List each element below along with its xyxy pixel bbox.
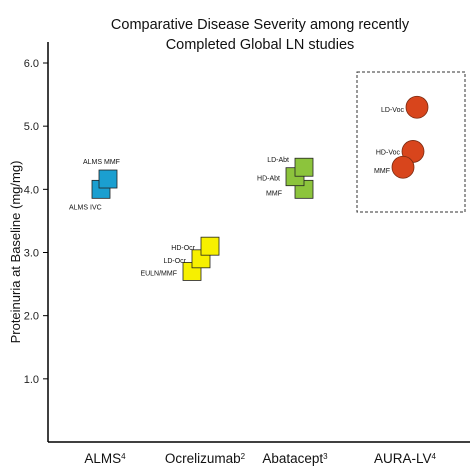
data-point-label: MMF xyxy=(374,168,390,175)
highlight-box xyxy=(356,71,466,213)
category-superscript: 4 xyxy=(432,452,437,461)
y-tick-label: 6.0 xyxy=(24,58,39,70)
y-tick-label: 1.0 xyxy=(24,374,39,386)
x-category-label: Ocrelizumab2 xyxy=(165,451,246,466)
data-point-label: HD-Voc xyxy=(376,149,401,156)
data-point-label: HD-Ocr xyxy=(171,245,195,252)
y-axis-label: Proteinuria at Baseline (mg/mg) xyxy=(8,161,23,344)
chart-title: Comparative Disease Severity among recen… xyxy=(111,17,410,53)
data-point-label: HD-Abt xyxy=(257,176,280,183)
data-point-label: LD-Voc xyxy=(381,107,404,114)
data-point-label: LD-Abt xyxy=(267,157,289,164)
x-category-label: AURA-LV4 xyxy=(374,451,437,466)
y-tick-label: 5.0 xyxy=(24,121,39,133)
chart-title-line-1: Comparative Disease Severity among recen… xyxy=(111,17,410,33)
data-point-square xyxy=(200,236,220,256)
category-superscript: 2 xyxy=(241,452,246,461)
category-superscript: 3 xyxy=(323,452,328,461)
axes xyxy=(47,42,470,443)
data-point-label: ALMS IVC xyxy=(69,204,102,211)
data-point-square xyxy=(98,169,118,189)
y-tick-label: 4.0 xyxy=(24,184,39,196)
x-category-labels: ALMS4 Ocrelizumab2 Abatacept3 AURA-LV4 xyxy=(84,451,436,466)
chart-title-line-2: Completed Global LN studies xyxy=(166,37,355,53)
category-name: Ocrelizumab xyxy=(165,451,241,466)
x-category-label: ALMS4 xyxy=(84,451,126,466)
y-tick-label: 2.0 xyxy=(24,311,39,323)
y-ticks: 1.0 2.0 3.0 4.0 5.0 6.0 xyxy=(24,58,48,386)
data-point-circle xyxy=(391,155,415,179)
category-name: AURA-LV xyxy=(374,451,432,466)
data-point-label: ALMS MMF xyxy=(83,159,120,166)
data-point-label: MMF xyxy=(266,190,282,197)
data-marks: ALMS MMF ALMS IVC HD-Ocr LD-Ocr EULN/MMF LD-A… xyxy=(69,95,429,281)
x-category-label: Abatacept3 xyxy=(262,451,328,466)
data-point-square xyxy=(294,157,314,177)
y-tick-label: 3.0 xyxy=(24,248,39,260)
category-superscript: 4 xyxy=(121,452,126,461)
highlight-box-group xyxy=(356,71,466,213)
category-name: Abatacept xyxy=(262,451,323,466)
data-point-label: LD-Ocr xyxy=(163,258,186,265)
category-name: ALMS xyxy=(84,451,121,466)
data-point-label: EULN/MMF xyxy=(140,270,177,277)
data-point-circle xyxy=(405,95,429,119)
